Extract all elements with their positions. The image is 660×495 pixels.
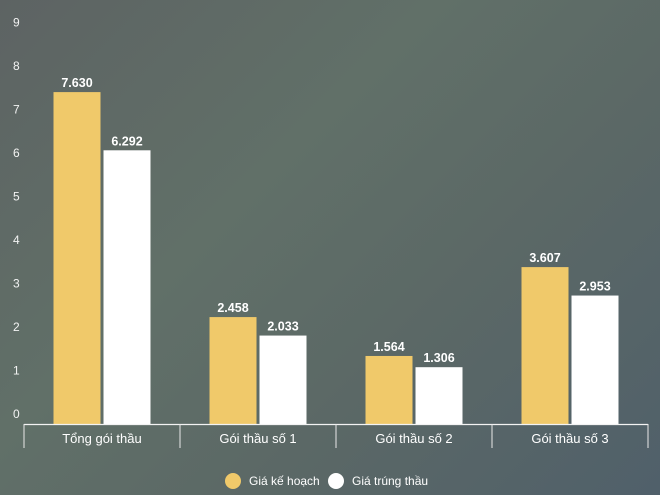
bar [571,295,619,424]
legend: Giá kế hoạch Giá trúng thầu [225,473,428,489]
y-tick-label: 0 [13,407,20,421]
y-tick-label: 7 [13,103,20,117]
bar [365,355,413,424]
legend-swatch [328,473,344,489]
y-tick-label: 9 [13,16,20,30]
bar [415,367,463,424]
y-axis-ticks: 0 1 2 3 4 5 6 7 8 9 [13,16,20,422]
legend-label: Giá trúng thầu [352,474,428,488]
legend-swatch [225,473,241,489]
data-label: 1.306 [423,351,454,365]
bar [259,335,307,424]
y-tick-label: 1 [13,364,20,378]
y-tick-label: 8 [13,59,20,73]
y-tick-label: 3 [13,277,20,291]
y-tick-label: 2 [13,320,20,334]
bar [521,267,569,424]
x-tick-label: Tổng gói thầu [62,431,142,446]
data-label: 2.953 [579,280,610,294]
y-tick-label: 4 [13,233,20,247]
y-tick-label: 6 [13,146,20,160]
bar [53,92,101,424]
x-tick-label: Gói thầu số 3 [531,431,608,446]
data-label: 1.564 [373,340,404,354]
data-label: 7.630 [61,76,92,90]
legend-label: Giá kế hoạch [249,474,320,488]
data-label: 2.033 [267,320,298,334]
x-tick-label: Gói thầu số 2 [375,431,452,446]
x-axis: Tổng gói thầu Gói thầu số 1 Gói thầu số 2 G… [23,423,649,448]
bar [103,150,151,425]
bar-marks [53,92,619,425]
data-label: 2.458 [217,301,248,315]
data-labels: 7.630 6.292 2.458 2.033 1.564 1.306 3.607 2.953 [61,76,610,365]
data-label: 3.607 [529,251,560,265]
bar [209,317,257,424]
x-tick-label: Gói thầu số 1 [219,431,296,446]
data-label: 6.292 [111,134,142,148]
y-tick-label: 5 [13,190,20,204]
